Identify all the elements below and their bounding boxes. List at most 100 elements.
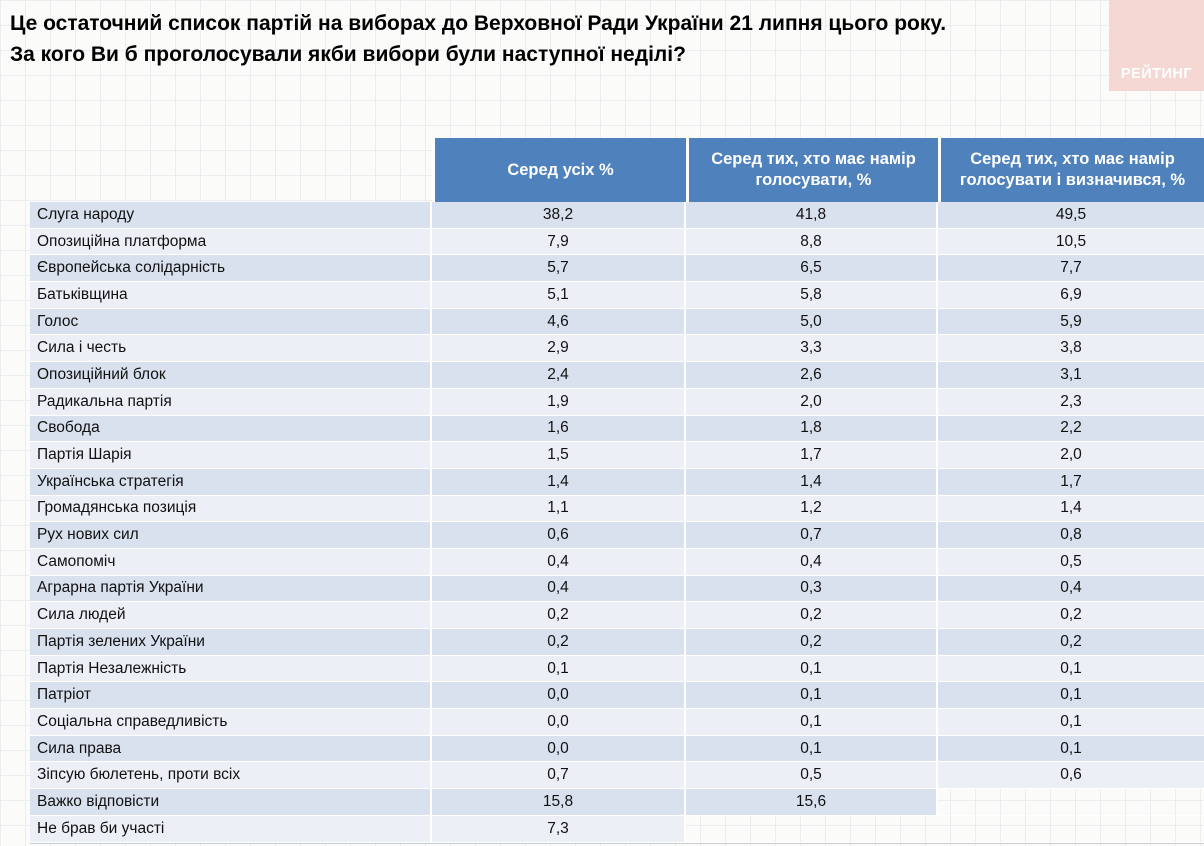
- table-row: Сила людей 0,2 0,2 0,2: [30, 602, 1204, 629]
- value-cell: 0,0: [432, 735, 686, 762]
- value-cell: 7,9: [432, 228, 686, 255]
- table-row: Свобода 1,6 1,8 2,2: [30, 415, 1204, 443]
- party-name-cell: Важко відповісти: [30, 789, 432, 815]
- value-cell: 0,6: [938, 762, 1204, 789]
- rating-logo-text: РЕЙТИНГ: [1120, 66, 1193, 82]
- table-header-row: Серед усіх % Серед тих, хто має намір го…: [30, 138, 1204, 202]
- value-cell: 0,6: [432, 522, 686, 548]
- value-cell: 2,0: [686, 388, 938, 415]
- value-cell: 5,8: [686, 282, 938, 308]
- value-cell: [686, 816, 938, 842]
- value-cell: 2,3: [938, 388, 1204, 415]
- poll-table: Серед усіх % Серед тих, хто має намір го…: [30, 138, 1204, 844]
- value-cell: 0,2: [938, 629, 1204, 655]
- party-name-cell: Сила і честь: [30, 335, 432, 362]
- value-cell: 3,8: [938, 335, 1204, 362]
- value-cell: 1,4: [432, 468, 686, 495]
- value-cell: 2,9: [432, 335, 686, 362]
- value-cell: 1,2: [686, 495, 938, 522]
- value-cell: 2,0: [938, 442, 1204, 468]
- table-row: Партія Незалежність 0,1 0,1 0,1: [30, 655, 1204, 683]
- party-name-cell: Свобода: [30, 415, 432, 442]
- value-cell: 2,4: [432, 362, 686, 388]
- party-name-cell: Аграрна партія України: [30, 575, 432, 602]
- value-cell: 6,9: [938, 282, 1204, 308]
- value-cell: 38,2: [432, 202, 686, 228]
- value-cell: 1,6: [432, 415, 686, 442]
- party-name-cell: Радикальна партія: [30, 388, 432, 415]
- table-row: Радикальна партія 1,9 2,0 2,3: [30, 388, 1204, 416]
- title-block: Це остаточний список партій на виборах д…: [10, 8, 1100, 70]
- party-name-cell: Громадянська позиція: [30, 495, 432, 522]
- column-header-intend-and-decided: Серед тих, хто має намір голосувати і ви…: [938, 138, 1204, 202]
- value-cell: 0,4: [686, 548, 938, 575]
- table-row: Сила права 0,0 0,1 0,1: [30, 735, 1204, 763]
- party-name-cell: Соціальна справедливість: [30, 709, 432, 735]
- value-cell: 10,5: [938, 228, 1204, 255]
- value-cell: 0,0: [432, 682, 686, 709]
- table-row: Батьківщина 5,1 5,8 6,9: [30, 282, 1204, 309]
- table-row: Аграрна партія України 0,4 0,3 0,4: [30, 575, 1204, 603]
- value-cell: 7,3: [432, 815, 686, 842]
- value-cell: 5,7: [432, 255, 686, 282]
- value-cell: 1,4: [686, 468, 938, 495]
- value-cell: 0,1: [686, 682, 938, 709]
- table-row: Голос 4,6 5,0 5,9: [30, 308, 1204, 336]
- value-cell: 3,1: [938, 362, 1204, 388]
- value-cell: 1,7: [686, 442, 938, 468]
- table-row: Громадянська позиція 1,1 1,2 1,4: [30, 495, 1204, 523]
- table-row: Європейська солідарність 5,7 6,5 7,7: [30, 255, 1204, 283]
- value-cell: [938, 816, 1204, 842]
- value-cell: 0,4: [938, 575, 1204, 602]
- table-row: Не брав би участі 7,3: [30, 815, 1204, 843]
- table-row: Сила і честь 2,9 3,3 3,8: [30, 335, 1204, 363]
- table-row: Партія зелених України 0,2 0,2 0,2: [30, 629, 1204, 656]
- value-cell: 1,8: [686, 415, 938, 442]
- value-cell: 0,5: [938, 548, 1204, 575]
- value-cell: 7,7: [938, 255, 1204, 282]
- table-row: Українська стратегія 1,4 1,4 1,7: [30, 468, 1204, 496]
- value-cell: 5,0: [686, 308, 938, 335]
- value-cell: 15,8: [432, 789, 686, 815]
- value-cell: 4,6: [432, 308, 686, 335]
- party-name-cell: Партія Незалежність: [30, 655, 432, 682]
- value-cell: 0,0: [432, 709, 686, 735]
- column-header-among-all: Серед усіх %: [432, 138, 686, 202]
- value-cell: 8,8: [686, 228, 938, 255]
- value-cell: 3,3: [686, 335, 938, 362]
- value-cell: 2,2: [938, 415, 1204, 442]
- party-name-cell: Рух нових сил: [30, 522, 432, 548]
- value-cell: 2,6: [686, 362, 938, 388]
- value-cell: 0,7: [432, 762, 686, 789]
- column-header-intend-to-vote: Серед тих, хто має намір голосувати, %: [686, 138, 938, 202]
- table-row: Патріот 0,0 0,1 0,1: [30, 682, 1204, 710]
- value-cell: 0,1: [686, 655, 938, 682]
- party-name-cell: Не брав би участі: [30, 815, 432, 842]
- value-cell: 0,5: [686, 762, 938, 789]
- table-row: Важко відповісти 15,8 15,6: [30, 789, 1204, 816]
- value-cell: 1,1: [432, 495, 686, 522]
- party-name-cell: Українська стратегія: [30, 468, 432, 495]
- table-row: Партія Шарія 1,5 1,7 2,0: [30, 442, 1204, 469]
- rating-logo: РЕЙТИНГ: [1109, 0, 1204, 91]
- value-cell: 41,8: [686, 202, 938, 228]
- header-spacer: [30, 138, 432, 202]
- party-name-cell: Зіпсую бюлетень, проти всіх: [30, 762, 432, 789]
- table-body: Слуга народу 38,2 41,8 49,5 Опозиційна платф…: [30, 202, 1204, 843]
- table-row: Рух нових сил 0,6 0,7 0,8: [30, 522, 1204, 549]
- page-title: Це остаточний список партій на виборах д…: [10, 12, 947, 35]
- value-cell: 0,7: [686, 522, 938, 548]
- table-row: Зіпсую бюлетень, проти всіх 0,7 0,5 0,6: [30, 762, 1204, 790]
- value-cell: 0,2: [938, 602, 1204, 628]
- value-cell: 0,2: [686, 629, 938, 655]
- table-row: Самопоміч 0,4 0,4 0,5: [30, 548, 1204, 576]
- value-cell: 0,2: [686, 602, 938, 628]
- value-cell: 5,1: [432, 282, 686, 308]
- value-cell: 1,7: [938, 468, 1204, 495]
- value-cell: 0,2: [432, 602, 686, 628]
- value-cell: 0,4: [432, 575, 686, 602]
- party-name-cell: Патріот: [30, 682, 432, 709]
- value-cell: 49,5: [938, 202, 1204, 228]
- value-cell: 0,8: [938, 522, 1204, 548]
